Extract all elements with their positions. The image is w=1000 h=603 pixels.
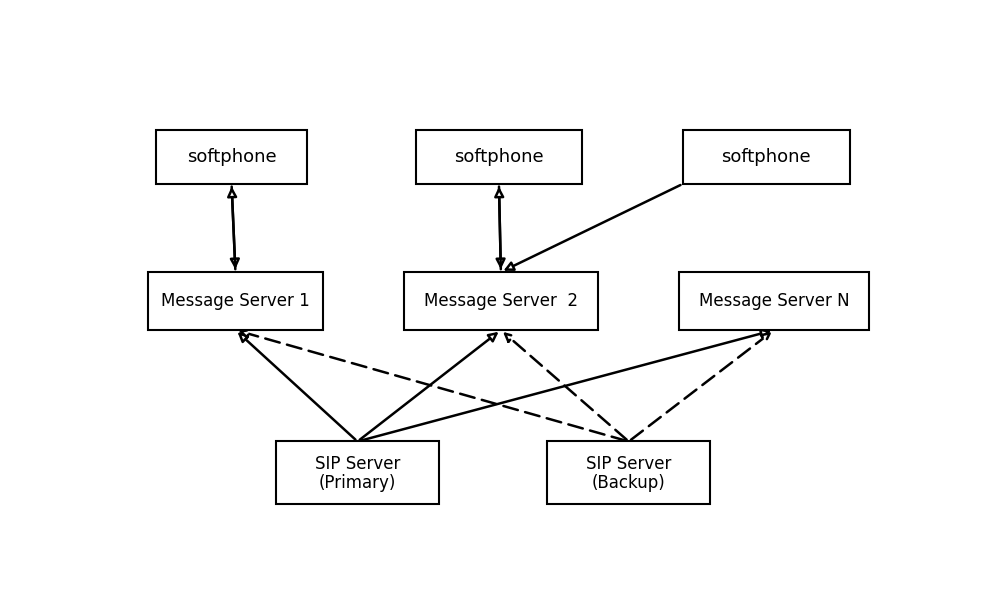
Bar [156, 130, 307, 184]
Text: softphone: softphone [722, 148, 811, 166]
Bar [148, 272, 323, 330]
Text: softphone: softphone [187, 148, 276, 166]
Text: SIP Server: SIP Server [586, 455, 671, 473]
Bar [276, 441, 439, 504]
Text: SIP Server: SIP Server [315, 455, 400, 473]
Bar [547, 441, 710, 504]
Bar [679, 272, 869, 330]
Text: Message Server  2: Message Server 2 [424, 292, 578, 310]
Bar [416, 130, 582, 184]
Text: Message Server N: Message Server N [699, 292, 849, 310]
Bar [404, 272, 598, 330]
Text: softphone: softphone [454, 148, 544, 166]
Text: (Primary): (Primary) [319, 474, 396, 492]
Text: (Backup): (Backup) [592, 474, 666, 492]
Bar [683, 130, 850, 184]
Text: Message Server 1: Message Server 1 [161, 292, 310, 310]
